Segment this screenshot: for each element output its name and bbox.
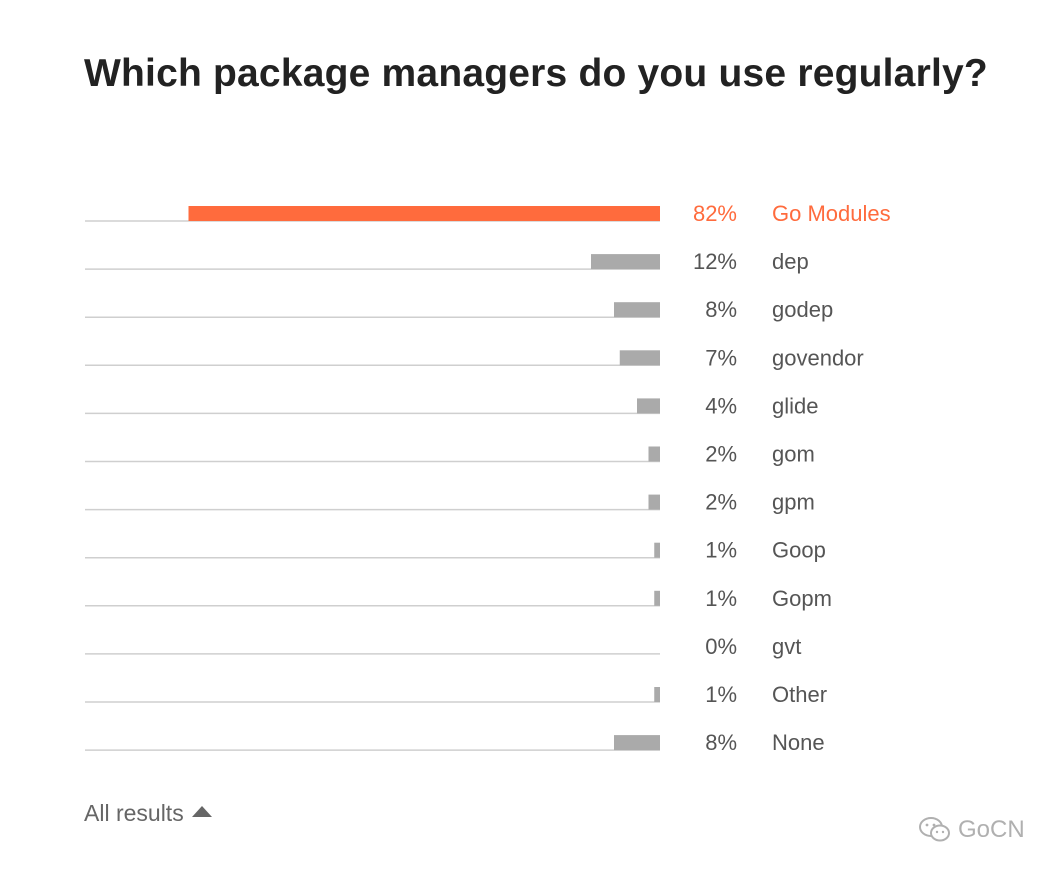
category-label-govendor: govendor bbox=[772, 345, 864, 370]
value-label-other: 1% bbox=[705, 682, 737, 707]
value-label-gpm: 2% bbox=[705, 490, 737, 515]
category-label-godep: godep bbox=[772, 297, 833, 322]
category-label-gom: gom bbox=[772, 442, 815, 467]
value-label-go-modules: 82% bbox=[693, 201, 737, 226]
value-label-glide: 4% bbox=[705, 393, 737, 418]
value-label-gom: 2% bbox=[705, 442, 737, 467]
value-label-godep: 8% bbox=[705, 297, 737, 322]
value-label-gvt: 0% bbox=[705, 634, 737, 659]
bar-dep bbox=[591, 254, 660, 270]
bar-govendor bbox=[619, 350, 660, 366]
category-label-gopm: Gopm bbox=[772, 586, 832, 611]
category-label-gpm: gpm bbox=[772, 490, 815, 515]
category-label-gvt: gvt bbox=[772, 634, 801, 659]
bar-gom bbox=[648, 446, 660, 462]
bar-go-modules bbox=[188, 206, 660, 221]
bar-other bbox=[654, 687, 660, 702]
category-label-goop: Goop bbox=[772, 538, 826, 563]
bar-none bbox=[614, 735, 660, 751]
all-results-toggle[interactable]: All results bbox=[84, 800, 212, 827]
watermark: GoCN bbox=[918, 816, 1025, 844]
triangle-up-icon bbox=[191, 806, 212, 817]
wechat-icon bbox=[919, 817, 950, 842]
category-label-other: Other bbox=[772, 682, 827, 707]
value-label-goop: 1% bbox=[705, 538, 737, 563]
value-label-govendor: 7% bbox=[705, 345, 737, 370]
category-label-glide: glide bbox=[772, 393, 818, 418]
value-label-gopm: 1% bbox=[705, 586, 737, 611]
all-results-label: All results bbox=[84, 800, 184, 826]
value-label-dep: 12% bbox=[693, 249, 737, 274]
bar-godep bbox=[614, 302, 660, 318]
bar-gpm bbox=[648, 494, 660, 510]
category-label-none: None bbox=[772, 730, 825, 755]
bar-gopm bbox=[654, 590, 660, 606]
value-label-none: 8% bbox=[705, 730, 737, 755]
watermark-text: GoCN bbox=[958, 816, 1025, 843]
bar-goop bbox=[654, 542, 660, 558]
category-label-dep: dep bbox=[772, 249, 809, 274]
category-label-go-modules: Go Modules bbox=[772, 201, 891, 226]
bar-glide bbox=[637, 398, 660, 414]
chart-title: Which package managers do you use regula… bbox=[84, 52, 988, 95]
